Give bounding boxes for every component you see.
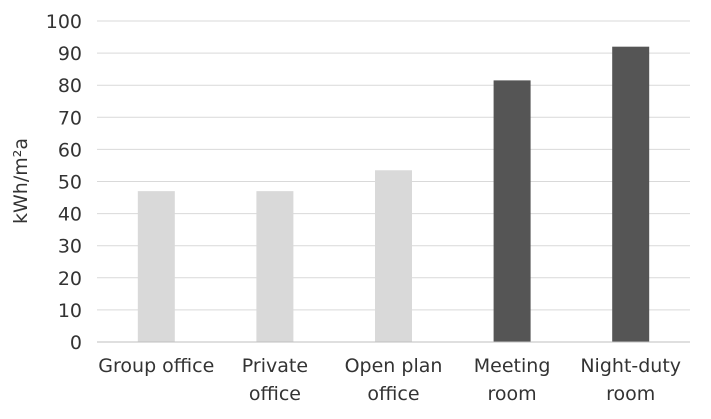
- bar-0: [137, 191, 175, 342]
- y-tick-label-100: 100: [46, 11, 82, 33]
- y-tick-labels: 0 10 20 30 40 50 60 70 80 90 100: [46, 11, 82, 354]
- bar-3: [493, 80, 531, 342]
- x-tick-label-4: Night-duty room: [580, 355, 681, 405]
- y-tick-label-80: 80: [58, 75, 82, 97]
- y-tick-label-70: 70: [58, 107, 82, 129]
- x-tick-label-2: Open plan office: [345, 355, 443, 405]
- y-tick-label-90: 90: [58, 43, 82, 65]
- bars: [137, 46, 650, 343]
- y-tick-label-20: 20: [58, 268, 82, 290]
- x-tick-label-1: Private office: [242, 355, 308, 405]
- y-tick-label-0: 0: [70, 332, 82, 354]
- x-tick-label-3: Meeting room: [474, 355, 551, 405]
- y-tick-label-60: 60: [58, 139, 82, 161]
- y-axis-title: kWh/m²a: [10, 138, 32, 224]
- y-tick-label-30: 30: [58, 236, 82, 258]
- y-tick-label-10: 10: [58, 300, 82, 322]
- x-tick-label-0: Group office: [98, 355, 214, 377]
- x-tick-labels: Group office Private office Open plan office…: [98, 355, 681, 405]
- bar-4: [612, 46, 650, 343]
- y-tick-label-40: 40: [58, 204, 82, 226]
- bar-1: [256, 191, 294, 342]
- bar-2: [375, 170, 412, 342]
- y-tick-label-50: 50: [58, 172, 82, 194]
